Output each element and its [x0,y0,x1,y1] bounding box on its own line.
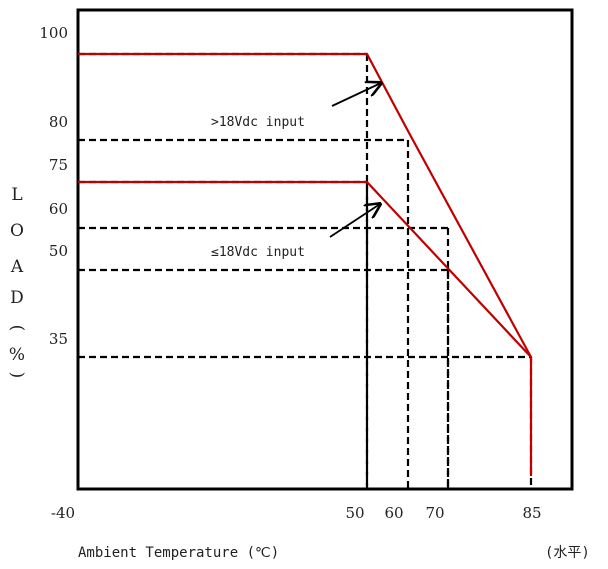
series-line-0 [78,52,533,476]
annotation-arrow-0 [331,83,381,107]
x-tick-label-neg40: -40 [51,504,75,522]
y-tick-label-35: 35 [49,330,68,348]
y-axis-label-char-6: ) [7,372,27,379]
x-tick-label-85: 85 [522,504,541,522]
y-tick-label-75: 75 [49,156,68,174]
y-axis-label-char-4: ( [7,325,27,332]
x-axis-label-suffix: (水平) [545,545,590,561]
series-line-1 [78,180,532,358]
annotation-label-0: >18Vdc input [211,115,305,130]
y-tick-label-100: 100 [39,24,68,42]
y-tick-label-50: 50 [49,242,68,260]
y-axis-label-char-0: L [11,185,22,205]
y-axis-label-char-2: A [10,257,24,277]
annotation-arrow-1 [329,204,380,238]
y-axis-label-char-1: O [10,221,24,241]
x-axis-label: Ambient Temperature (℃) [78,545,279,561]
x-tick-label-50: 50 [345,504,364,522]
y-axis-label-char-3: D [10,288,24,308]
y-tick-label-60: 60 [49,200,68,218]
plot-frame [76,8,574,491]
y-axis-label-char-5: % [9,345,25,365]
x-tick-label-70: 70 [425,504,444,522]
annotation-label-1: ≤18Vdc input [211,245,305,260]
x-tick-label-60: 60 [384,504,403,522]
y-tick-label-80: 80 [49,113,68,131]
